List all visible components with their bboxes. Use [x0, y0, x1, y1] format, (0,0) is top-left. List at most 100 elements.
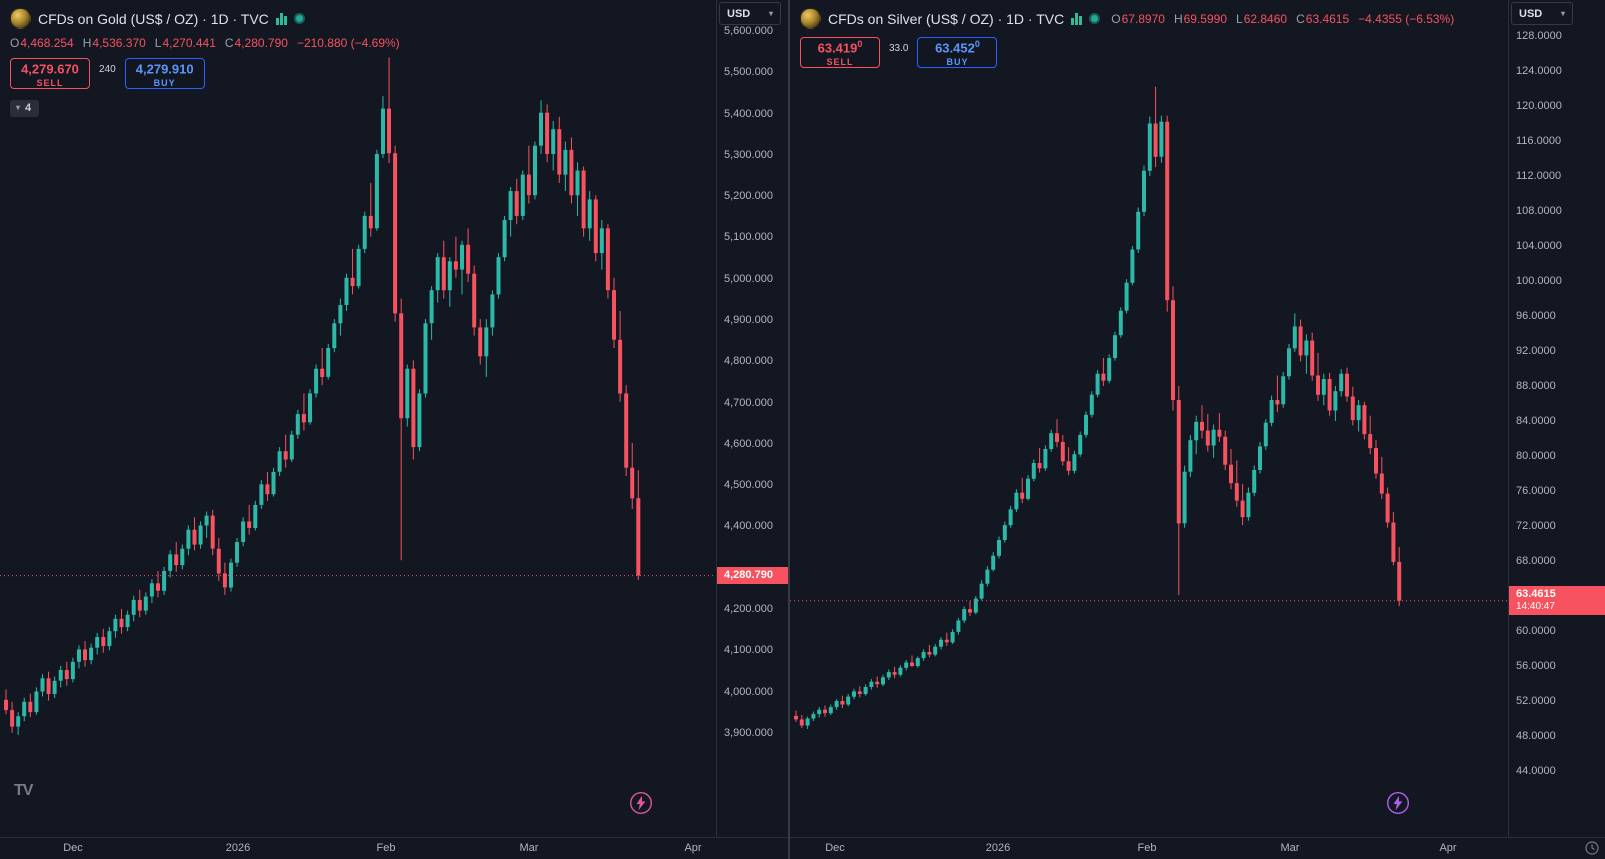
candle-body [1107, 358, 1112, 381]
candle-body [149, 583, 154, 597]
candle-body [1060, 442, 1065, 462]
time-tick-label: 2026 [985, 842, 1011, 854]
candle-body [447, 261, 452, 291]
buy-label: BUY [946, 56, 969, 67]
chevron-down-icon: ▾ [16, 103, 21, 112]
candle-body [186, 529, 191, 549]
candle-body [344, 277, 349, 305]
candle-body [490, 294, 495, 328]
candle-body [1287, 348, 1291, 377]
candle-body [423, 323, 428, 394]
candle-body [1188, 440, 1193, 472]
time-tick-label: Apr [684, 842, 702, 854]
candle-body [997, 540, 1001, 556]
symbol-title[interactable]: CFDs on Gold (US$ / OZ) · 1D · TVC [38, 10, 269, 27]
candle-body [1391, 522, 1396, 562]
price-tick-label: 56.0000 [1516, 659, 1556, 672]
candle-body [533, 145, 537, 196]
candle-body [563, 149, 568, 175]
sell-button[interactable]: 63.4190 SELL [800, 37, 880, 68]
sell-price: 63.419 [817, 40, 858, 56]
price-tick-label: 124.0000 [1516, 64, 1562, 77]
clock-icon[interactable] [1584, 840, 1600, 856]
gold-time-axis[interactable]: Dec 2026 Feb Mar Apr [0, 837, 788, 859]
candle-body [823, 709, 827, 714]
instant-trading-icon[interactable] [1386, 791, 1410, 815]
instant-trading-icon[interactable] [629, 791, 653, 815]
price-tick-label: 88.0000 [1516, 379, 1556, 392]
candle-body [374, 154, 379, 229]
silver-candlestick-chart[interactable] [790, 0, 1508, 836]
high-value: 69.5990 [1183, 11, 1228, 26]
gold-candlestick-chart[interactable] [0, 0, 716, 836]
sell-button[interactable]: 4,279.670 SELL [10, 58, 90, 89]
price-tick-label: 4,400.000 [724, 520, 773, 533]
candle-body [326, 348, 331, 377]
candle-body [630, 467, 635, 499]
candle-body [222, 573, 227, 588]
candle-body [259, 484, 264, 505]
panel-divider[interactable] [788, 0, 790, 859]
price-tick-label: 108.0000 [1516, 204, 1562, 217]
candle-body [1084, 414, 1088, 435]
symbol-logo [10, 8, 31, 29]
silver-time-axis[interactable]: Dec 2026 Feb Mar Apr [790, 837, 1605, 859]
close-key: C [1296, 11, 1305, 26]
close-value: 4,280.790 [234, 36, 288, 50]
candle-body [875, 681, 880, 685]
symbol-title[interactable]: CFDs on Silver (US$ / OZ) · 1D · TVC [828, 10, 1065, 27]
currency-dropdown[interactable]: USD ▾ [719, 2, 781, 25]
candle-body [198, 525, 203, 545]
candle-body [1153, 123, 1158, 157]
candle-body [636, 498, 641, 576]
spread-value: 33.0 [886, 42, 912, 55]
silver-price-axis[interactable]: USD ▾ 63.4615 14:40:47 128.0000 124.0000 1… [1508, 0, 1605, 837]
candle-body [1159, 121, 1164, 157]
price-tick-label: 5,000.000 [724, 272, 773, 285]
candle-body [28, 701, 33, 713]
candle-body [247, 521, 252, 528]
candle-body [1368, 434, 1373, 449]
chevron-down-icon: ▾ [768, 8, 773, 18]
high-value: 4,536.370 [92, 36, 146, 50]
time-tick-label: Feb [376, 842, 396, 854]
price-tick-label: 3,900.000 [724, 726, 773, 739]
candle-body [794, 715, 798, 720]
candle-body [1205, 430, 1210, 446]
price-tick-label: 72.0000 [1516, 519, 1556, 532]
open-key: O [1111, 11, 1121, 26]
currency-label: USD [1519, 7, 1543, 20]
candle-body [89, 647, 94, 661]
time-tick-label: Dec [63, 842, 83, 854]
market-status-icon [1089, 13, 1101, 24]
candle-body [1379, 473, 1384, 494]
buy-button[interactable]: 63.4520 BUY [917, 37, 998, 68]
candle-body [817, 709, 822, 715]
candle-body [338, 305, 343, 324]
candle-body [1275, 400, 1280, 405]
price-tick-label: 4,100.000 [724, 644, 773, 657]
candle-body [1200, 421, 1204, 431]
candle-body [429, 290, 434, 324]
gold-price-axis[interactable]: USD ▾ 4,280.790 5,600.000 5,500.000 5,400.… [716, 0, 788, 837]
chevron-down-icon: ▾ [1560, 8, 1565, 18]
candle-body [1333, 391, 1338, 411]
candle-body [1350, 396, 1355, 421]
candle-body [478, 327, 483, 357]
time-tick-label: Feb [1137, 842, 1157, 854]
candle-body [40, 678, 45, 692]
candle-body [22, 701, 27, 717]
candle-body [502, 220, 507, 258]
high-key: H [82, 36, 92, 50]
currency-dropdown[interactable]: USD ▾ [1511, 2, 1573, 25]
candle-body [1130, 249, 1135, 283]
candle-body [1026, 478, 1030, 499]
candle-body [1049, 433, 1054, 449]
candle-body [411, 368, 416, 448]
candle-body [575, 170, 580, 196]
buy-button[interactable]: 4,279.910 BUY [124, 58, 205, 89]
silver-legend: CFDs on Silver (US$ / OZ) · 1D · TVC O67… [800, 8, 1454, 68]
candle-body [101, 637, 106, 647]
interval-collapse-chip[interactable]: ▾ 4 [10, 100, 40, 117]
price-tick-label: 92.0000 [1516, 344, 1556, 357]
